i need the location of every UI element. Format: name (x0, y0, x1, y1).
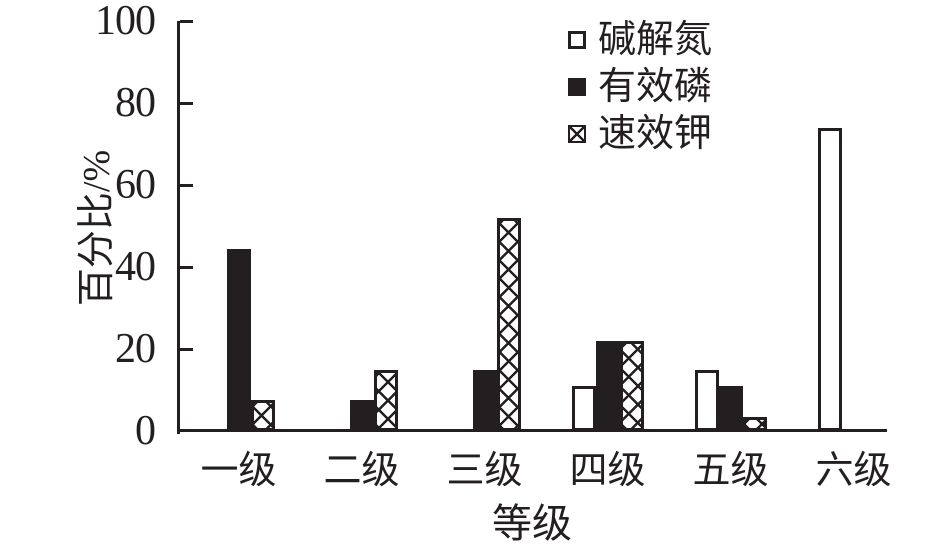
x-category-label-grade-1: 一级 (200, 450, 277, 492)
y-axis-title: 百分比/% (76, 149, 118, 307)
x-category-label-grade-4: 四级 (569, 450, 646, 492)
bar-available-k-grade-4 (619, 340, 644, 431)
x-category-label-grade-5: 五级 (692, 450, 769, 492)
legend-item-available-p: 有效磷 (568, 63, 712, 110)
bar-available-p-grade-5 (718, 385, 743, 431)
legend-swatch-crosshatch-icon (568, 124, 586, 143)
bar-available-k-grade-1 (250, 400, 275, 431)
bar-available-p-grade-2 (349, 400, 374, 431)
x-category-label-grade-2: 二级 (323, 450, 400, 492)
x-axis-title: 等级 (492, 501, 572, 546)
legend-label-alkali-n: 碱解氮 (598, 18, 713, 61)
y-tick-label-40: 40 (115, 244, 156, 290)
y-tick-label-60: 60 (115, 162, 156, 208)
legend-label-available-p: 有效磷 (598, 65, 713, 108)
bar-available-p-grade-4 (595, 340, 620, 431)
bar-alkali-n-grade-6 (817, 127, 842, 431)
bar-available-k-grade-3 (496, 217, 521, 431)
bar-alkali-n-grade-4 (571, 385, 596, 431)
bar-available-p-grade-3 (472, 369, 497, 431)
bar-available-k-grade-2 (373, 369, 398, 431)
legend-swatch-open-icon (568, 30, 586, 49)
y-tick-label-20: 20 (115, 326, 156, 372)
legend-item-alkali-n: 碱解氮 (568, 16, 712, 63)
y-axis-tick-80 (180, 102, 193, 105)
x-axis-line (177, 429, 887, 432)
y-axis-line (177, 21, 180, 434)
y-axis-tick-60 (180, 184, 193, 187)
legend-swatch-solid-icon (568, 77, 586, 96)
y-axis-tick-20 (180, 348, 193, 351)
bar-alkali-n-grade-5 (694, 369, 719, 431)
y-axis-tick-40 (180, 266, 193, 269)
x-category-label-grade-6: 六级 (815, 450, 892, 492)
y-tick-label-100: 100 (95, 0, 156, 44)
y-axis-tick-100 (180, 20, 193, 23)
legend-item-available-k: 速效钾 (568, 110, 712, 157)
y-tick-label-0: 0 (135, 408, 156, 454)
bar-available-k-grade-5 (742, 416, 767, 431)
legend: 碱解氮 有效磷 速效钾 (568, 16, 712, 157)
y-tick-label-80: 80 (115, 80, 156, 126)
bar-available-p-grade-1 (226, 248, 251, 431)
legend-label-available-k: 速效钾 (598, 112, 713, 155)
x-category-label-grade-3: 三级 (446, 450, 523, 492)
plot-area (177, 20, 889, 434)
